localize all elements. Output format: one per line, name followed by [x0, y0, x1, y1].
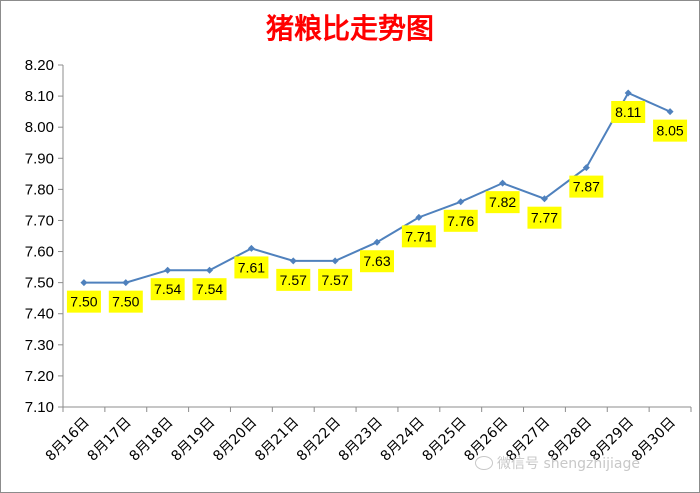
- data-point: [666, 108, 674, 116]
- watermark: 微信号 shengzhijiage: [475, 453, 640, 473]
- data-point: [331, 257, 339, 265]
- data-label: 7.54: [196, 281, 223, 297]
- data-label-box: [108, 290, 143, 313]
- wechat-icon: [475, 456, 493, 470]
- data-point: [289, 257, 297, 265]
- watermark-text: 微信号 shengzhijiage: [497, 456, 640, 472]
- data-label: 7.63: [363, 253, 390, 269]
- data-label: 7.77: [531, 210, 558, 226]
- data-label: 7.71: [405, 228, 432, 244]
- data-point: [206, 266, 214, 274]
- data-label-box: [401, 225, 436, 248]
- x-tick-label: 8月16日: [43, 415, 93, 465]
- y-tick-label: 7.90: [25, 150, 54, 167]
- y-tick-label: 7.20: [25, 368, 54, 385]
- chart-title: 猪粮比走势图: [265, 12, 434, 45]
- data-label: 7.50: [70, 294, 97, 310]
- x-tick-label: 8月22日: [294, 415, 344, 465]
- data-label: 7.61: [238, 259, 265, 275]
- data-label: 7.57: [322, 272, 349, 288]
- data-label-box: [234, 256, 269, 279]
- y-tick-label: 7.80: [25, 181, 54, 198]
- data-point: [457, 198, 465, 206]
- data-label-box: [443, 209, 478, 232]
- data-label-box: [360, 250, 394, 273]
- y-tick-label: 7.60: [25, 244, 54, 261]
- y-tick-label: 8.10: [25, 88, 54, 105]
- data-label-box: [276, 268, 311, 291]
- data-label-box: [569, 175, 604, 198]
- data-point: [624, 89, 632, 97]
- data-label-box: [653, 119, 688, 142]
- data-label: 8.11: [615, 104, 641, 120]
- x-tick-label: 8月21日: [252, 415, 302, 465]
- x-tick-label: 8月18日: [126, 415, 176, 465]
- data-label: 7.57: [280, 272, 307, 288]
- x-tick-label: 8月20日: [210, 415, 260, 465]
- data-label: 7.76: [447, 213, 474, 229]
- data-label: 7.54: [154, 281, 181, 297]
- y-tick-label: 8.20: [25, 57, 54, 74]
- data-point: [499, 179, 507, 187]
- data-point: [540, 195, 548, 203]
- data-point: [247, 244, 255, 252]
- data-point: [415, 213, 423, 221]
- y-tick-label: 7.40: [25, 306, 54, 323]
- y-tick-label: 7.10: [25, 399, 54, 416]
- data-point: [80, 279, 88, 287]
- data-label-box: [150, 278, 185, 301]
- data-point: [373, 238, 381, 246]
- x-tick-label: 8月19日: [168, 415, 218, 465]
- data-point: [164, 266, 172, 274]
- x-tick-label: 8月17日: [85, 415, 135, 465]
- data-label: 7.82: [489, 194, 516, 210]
- data-label-box: [318, 268, 353, 291]
- y-tick-label: 7.30: [25, 337, 54, 354]
- data-label-box: [527, 206, 562, 229]
- x-tick-label: 8月25日: [420, 415, 470, 465]
- y-tick-label: 7.70: [25, 212, 54, 229]
- data-label: 7.87: [573, 179, 600, 195]
- data-label: 7.50: [112, 294, 139, 310]
- y-tick-label: 7.50: [25, 275, 54, 292]
- data-label-box: [66, 290, 101, 313]
- data-point: [122, 279, 130, 287]
- x-tick-label: 8月24日: [378, 415, 428, 465]
- x-tick-label: 8月23日: [336, 415, 386, 465]
- data-point: [582, 164, 590, 172]
- y-tick-label: 8.00: [25, 119, 54, 136]
- data-label-box: [485, 191, 520, 214]
- data-label-box: [192, 278, 227, 301]
- data-label: 8.05: [656, 123, 683, 139]
- data-label-box: [611, 100, 646, 123]
